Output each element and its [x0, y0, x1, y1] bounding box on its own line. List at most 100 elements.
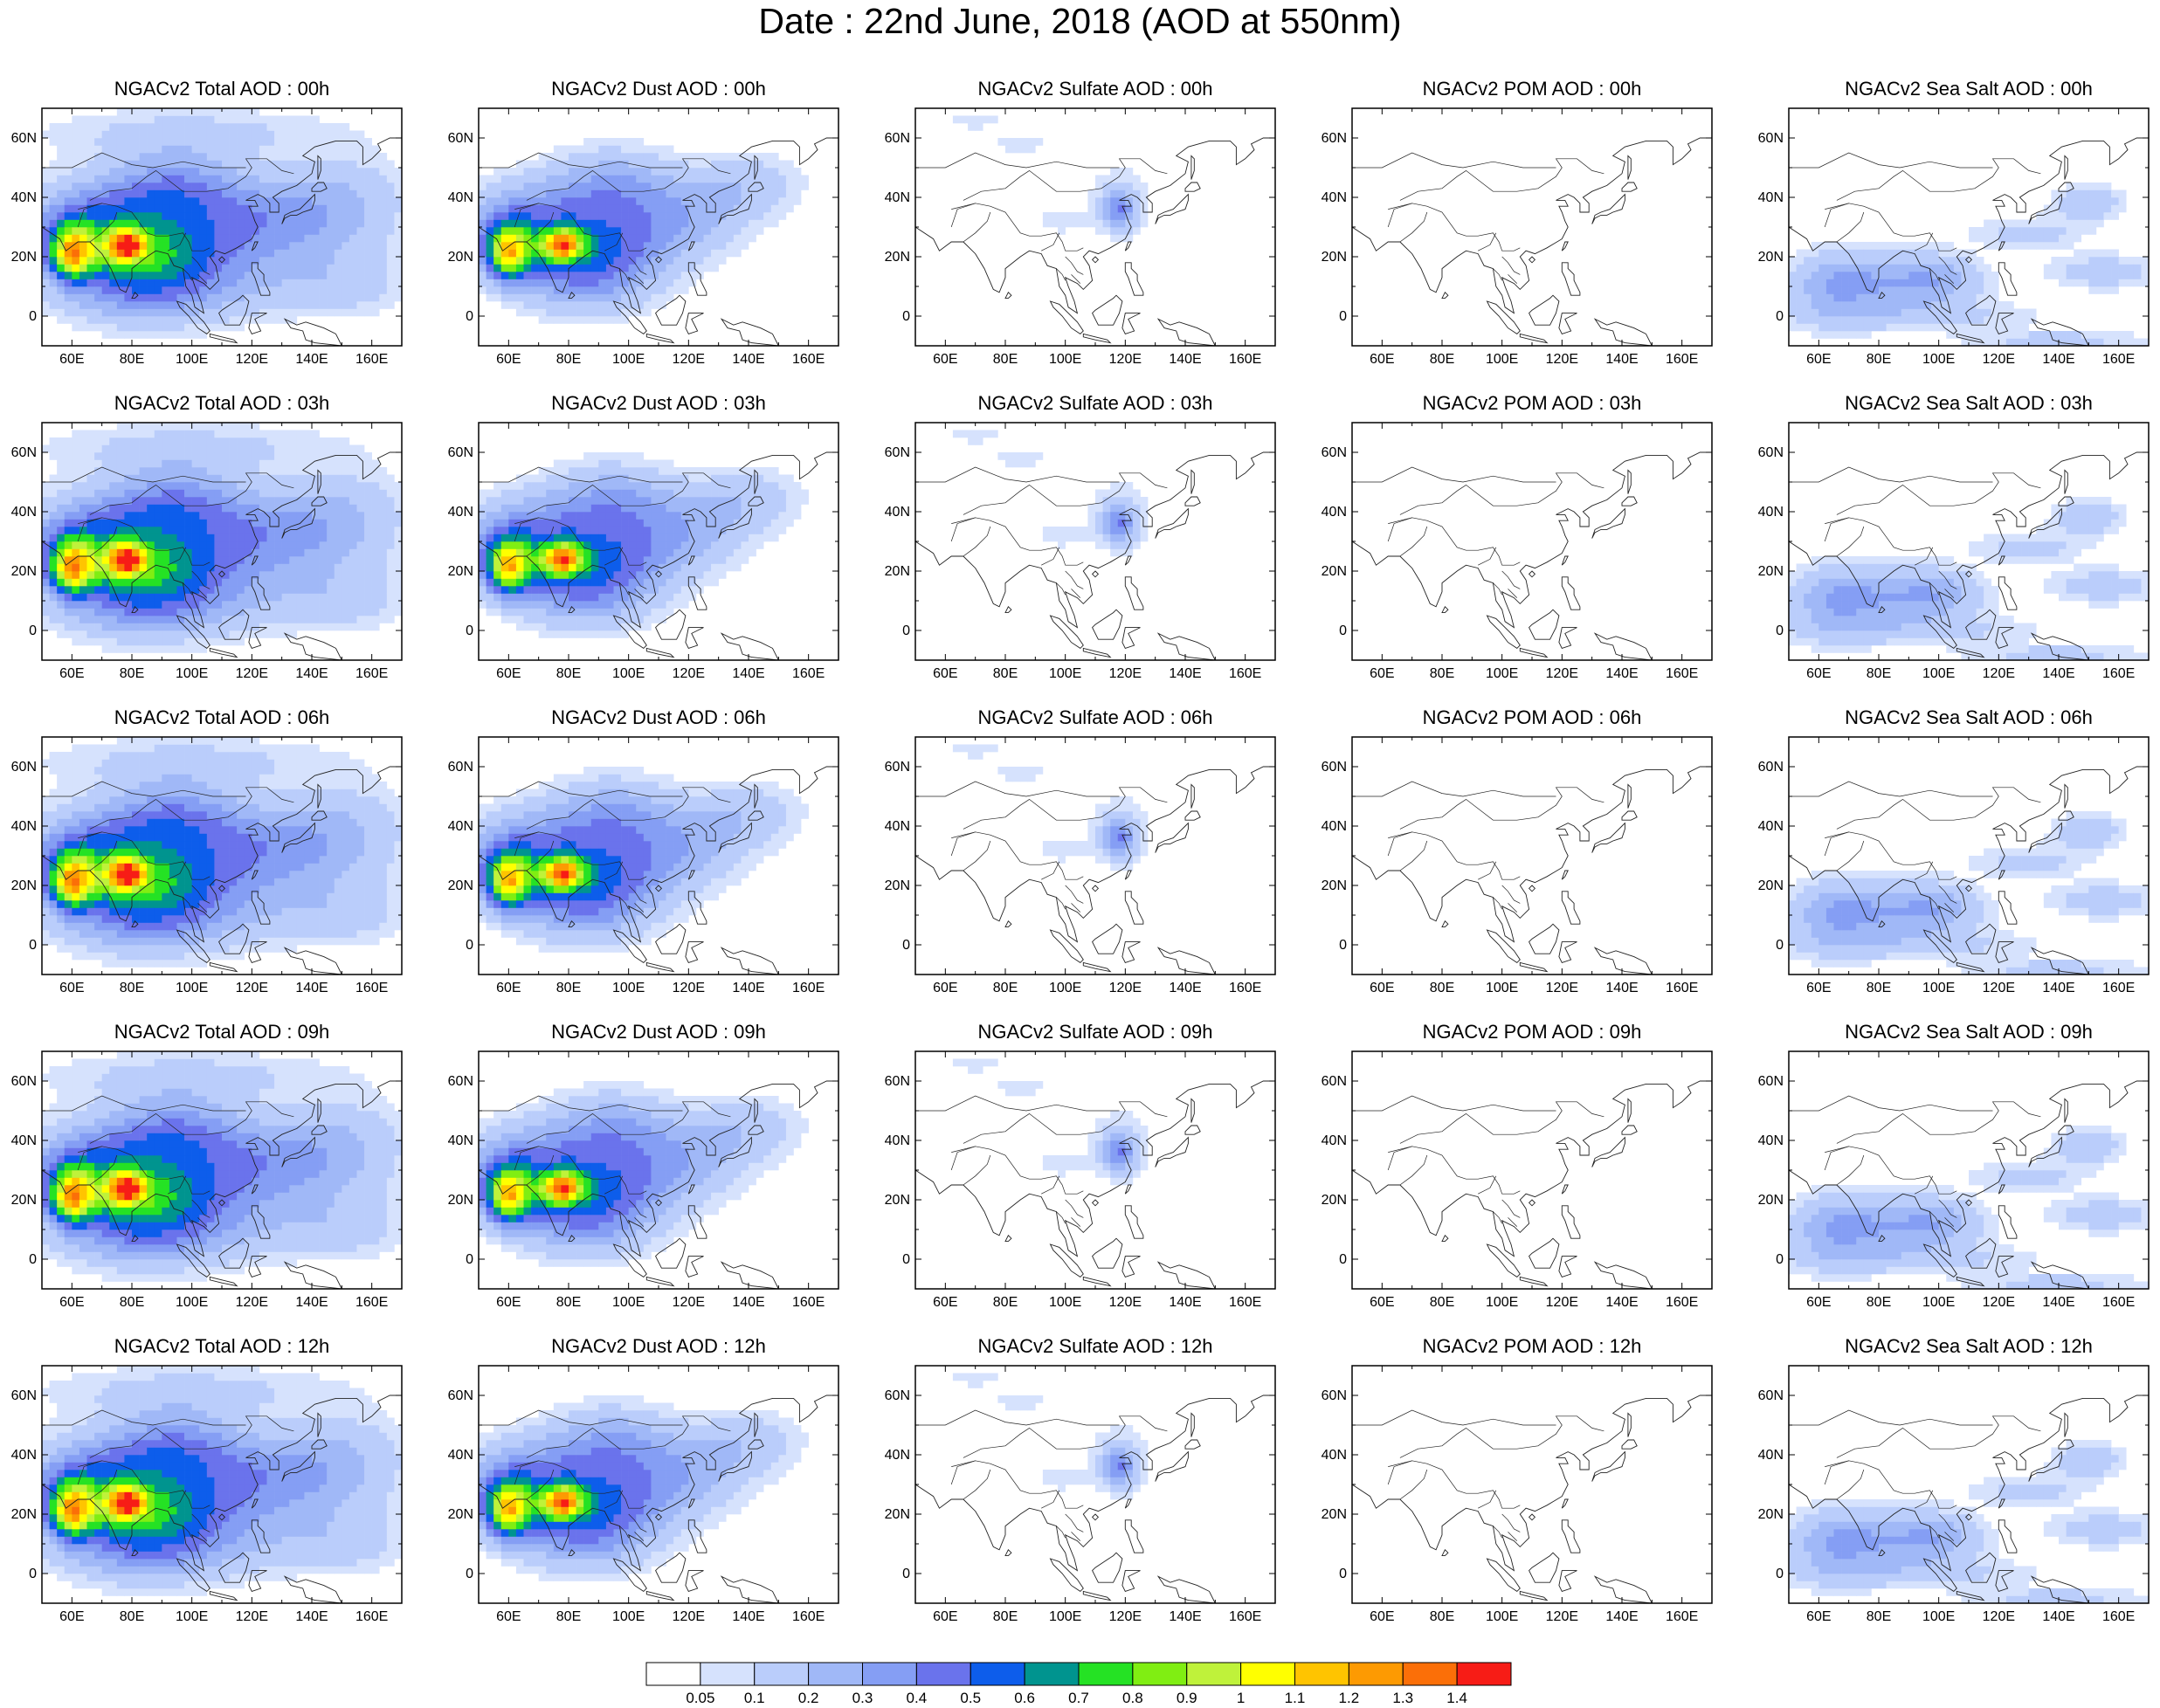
- aod-cell: [1998, 338, 2007, 347]
- aod-cell: [749, 175, 756, 183]
- aod-cell: [348, 175, 357, 183]
- aod-cell: [199, 630, 208, 638]
- aod-cell: [184, 123, 192, 131]
- aod-cell: [109, 331, 118, 339]
- aod-cell: [334, 444, 342, 453]
- aod-cell: [553, 219, 562, 228]
- aod-cell: [583, 293, 592, 302]
- aod-cell: [206, 204, 215, 213]
- aod-cell: [2103, 264, 2112, 272]
- aod-cell: [147, 168, 155, 176]
- aod-cell: [741, 175, 749, 183]
- aod-cell: [176, 645, 185, 653]
- aod-cell: [1991, 338, 1999, 347]
- aod-cell: [1818, 323, 1827, 332]
- aod-cell: [109, 467, 118, 475]
- aod-cell: [162, 452, 170, 460]
- aod-cell: [1848, 249, 1857, 258]
- aod-cell: [531, 272, 539, 279]
- aod-cell: [356, 272, 365, 279]
- aod-cell: [327, 482, 335, 490]
- aod-cell: [733, 227, 742, 235]
- aod-cell: [1117, 189, 1126, 198]
- aod-cell: [1923, 249, 1932, 258]
- aod-cell: [132, 219, 140, 228]
- aod-cell: [726, 175, 735, 183]
- aod-cell: [2066, 189, 2074, 198]
- aod-cell: [523, 482, 532, 490]
- coastline: [248, 313, 267, 334]
- aod-cell: [2126, 279, 2135, 287]
- country-border: [89, 472, 294, 515]
- aod-cell: [605, 153, 614, 161]
- aod-cell: [2021, 316, 2029, 324]
- y-tick-label: 40N: [1758, 190, 1784, 205]
- aod-cell: [64, 264, 72, 272]
- aod-cell: [147, 556, 155, 564]
- aod-cell: [319, 563, 328, 572]
- aod-cell: [327, 556, 335, 564]
- aod-cell: [304, 444, 313, 453]
- aod-cell: [1991, 331, 1999, 339]
- aod-cell: [546, 249, 555, 258]
- aod-cell: [57, 541, 66, 549]
- aod-cell: [274, 482, 282, 490]
- aod-cell: [244, 189, 252, 198]
- aod-cell: [169, 183, 177, 190]
- aod-cell: [2074, 264, 2082, 272]
- aod-cell: [296, 534, 305, 542]
- aod-cell: [169, 227, 177, 235]
- aod-cell: [64, 504, 72, 513]
- aod-cell: [154, 527, 162, 534]
- aod-cell: [139, 168, 148, 176]
- aod-cell: [124, 293, 133, 302]
- aod-cell: [356, 249, 365, 258]
- aod-cell: [184, 308, 192, 317]
- aod-cell: [515, 293, 524, 302]
- x-tick-label: 140E: [2042, 352, 2074, 367]
- aod-cell: [79, 123, 87, 131]
- aod-cell: [386, 489, 395, 498]
- aod-cell: [154, 541, 162, 549]
- aod-cell: [86, 316, 95, 324]
- aod-cell: [515, 563, 524, 572]
- aod-cell: [1080, 219, 1088, 228]
- aod-cell: [296, 189, 305, 198]
- aod-cell: [124, 637, 133, 646]
- aod-cell: [184, 459, 192, 468]
- aod-cell: [2074, 279, 2082, 287]
- aod-cell: [1915, 249, 1924, 258]
- aod-cell: [590, 301, 599, 309]
- aod-cell: [184, 160, 192, 169]
- aod-cell: [57, 527, 66, 534]
- aod-cell: [538, 556, 547, 564]
- aod-cell: [94, 474, 102, 483]
- aod-cell: [1871, 286, 1880, 294]
- aod-cell: [169, 168, 177, 176]
- aod-cell: [546, 534, 555, 542]
- aod-cell: [184, 541, 192, 549]
- aod-cell: [49, 264, 58, 272]
- aod-cell: [386, 264, 395, 272]
- aod-cell: [214, 293, 223, 302]
- aod-cell: [274, 578, 282, 587]
- aod-cell: [598, 586, 607, 594]
- aod-cell: [364, 197, 372, 205]
- aod-cell: [296, 272, 305, 279]
- aod-cell: [86, 257, 95, 265]
- aod-cell: [486, 183, 494, 190]
- aod-cell: [281, 437, 290, 445]
- aod-cell: [147, 489, 155, 498]
- aod-cell: [2066, 242, 2074, 250]
- aod-cell: [334, 437, 342, 445]
- aod-cell: [259, 168, 267, 176]
- aod-cell: [327, 183, 335, 190]
- aod-cell: [680, 153, 689, 161]
- aod-cell: [356, 616, 365, 623]
- aod-cell: [132, 571, 140, 579]
- aod-cell: [312, 264, 320, 272]
- aod-cell: [199, 527, 208, 534]
- aod-cell: [546, 168, 555, 176]
- aod-cell: [109, 616, 118, 623]
- aod-cell: [500, 272, 509, 279]
